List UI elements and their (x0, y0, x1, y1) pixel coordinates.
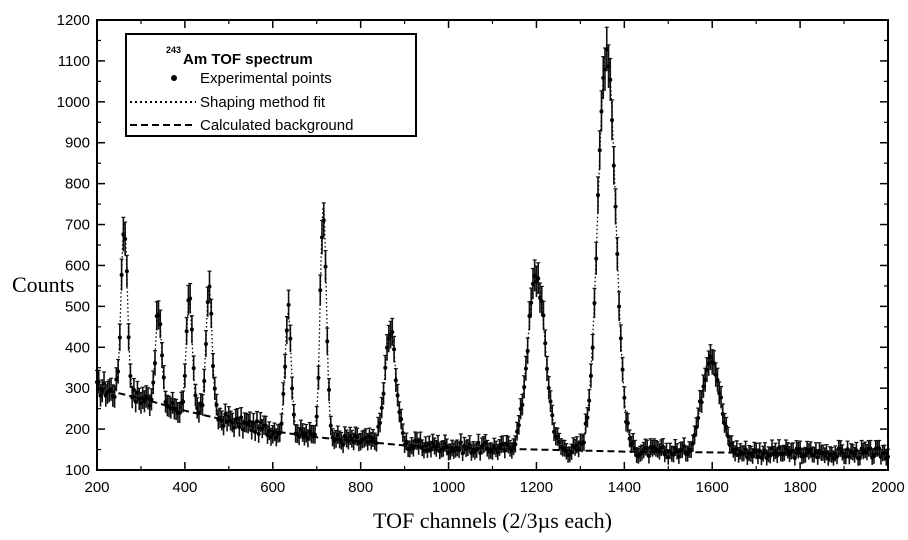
legend: 243 Am TOF spectrum Experimental points … (126, 34, 416, 136)
x-tick-label: 1600 (696, 479, 729, 496)
data-point (476, 441, 480, 445)
x-tick-label: 1400 (608, 479, 641, 496)
y-axis-title: Counts (12, 272, 74, 297)
legend-marker-experimental-points (171, 75, 177, 81)
legend-title: Am TOF spectrum (183, 51, 313, 68)
x-tick-label: 1000 (432, 479, 465, 496)
data-point (215, 403, 219, 407)
data-point (207, 285, 211, 289)
data-point (222, 424, 226, 428)
data-point (287, 303, 291, 307)
y-tick-label: 200 (65, 421, 90, 438)
data-point (239, 416, 243, 420)
data-point (200, 403, 204, 407)
data-point (280, 422, 284, 426)
y-tick-label: 100 (65, 462, 90, 479)
data-point (188, 296, 192, 300)
x-tick-label: 1200 (520, 479, 553, 496)
data-point (513, 442, 517, 446)
data-point (257, 432, 261, 436)
data-point (541, 314, 545, 318)
x-axis-title: TOF channels (2/3µs each) (373, 508, 612, 533)
legend-entry-experimental-points: Experimental points (200, 70, 332, 87)
y-tick-label: 1200 (57, 12, 90, 29)
y-tick-label: 1000 (57, 94, 90, 111)
data-point (113, 395, 117, 399)
x-tick-label: 600 (260, 479, 285, 496)
x-tick-label: 400 (172, 479, 197, 496)
y-tick-label: 300 (65, 380, 90, 397)
data-point (255, 419, 259, 423)
data-point (459, 440, 463, 444)
y-tick-label: 700 (65, 217, 90, 234)
x-tick-label: 800 (348, 479, 373, 496)
x-tick-label: 1800 (783, 479, 816, 496)
x-tick-label: 2000 (871, 479, 904, 496)
x-tick-label: 200 (84, 479, 109, 496)
legend-entry-calculated-background: Calculated background (200, 117, 353, 134)
legend-entry-shaping-method-fit: Shaping method fit (200, 94, 326, 111)
y-tick-label: 900 (65, 135, 90, 152)
y-tick-label: 800 (65, 176, 90, 193)
y-tick-label: 400 (65, 339, 90, 356)
legend-title-superscript: 243 (166, 45, 181, 55)
y-tick-label: 500 (65, 298, 90, 315)
y-tick-label: 1100 (58, 53, 90, 70)
